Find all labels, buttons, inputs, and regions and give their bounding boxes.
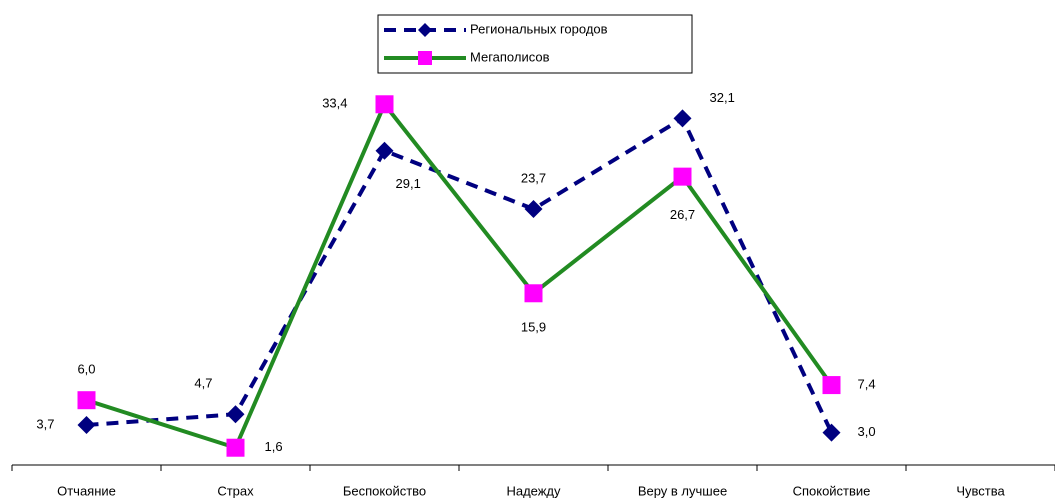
x-tick-label: Отчаяние: [57, 483, 116, 498]
data-label: 33,4: [322, 96, 347, 111]
series-line: [86, 115, 834, 434]
series-line: [85, 100, 834, 451]
data-label: 1,6: [265, 439, 283, 454]
marker: [822, 423, 841, 442]
marker: [77, 416, 96, 435]
data-label: 23,7: [521, 170, 546, 185]
data-label: 26,7: [670, 207, 695, 222]
marker: [77, 391, 96, 410]
x-tick-label: Чувства: [956, 483, 1005, 498]
legend-marker: [418, 51, 432, 65]
x-tick-label: Веру в лучшее: [638, 483, 727, 498]
x-tick-label: Спокойствие: [793, 483, 871, 498]
data-label: 7,4: [858, 377, 876, 392]
x-tick-label: Страх: [217, 483, 254, 498]
data-label: 3,7: [36, 416, 54, 431]
data-label: 29,1: [396, 176, 421, 191]
x-tick-label: Беспокойство: [343, 483, 426, 498]
legend-label: Региональных городов: [470, 21, 608, 36]
marker: [524, 284, 543, 303]
legend-label: Мегаполисов: [470, 49, 550, 64]
data-label: 3,0: [858, 424, 876, 439]
marker: [524, 200, 543, 219]
marker: [226, 438, 245, 457]
legend-marker: [418, 23, 432, 37]
data-label: 6,0: [77, 362, 95, 377]
marker: [822, 376, 841, 395]
marker: [226, 405, 245, 424]
data-label: 4,7: [194, 376, 212, 391]
x-tick-label: Надежду: [506, 483, 561, 498]
marker: [375, 95, 394, 114]
data-label: 32,1: [710, 90, 735, 105]
marker: [673, 167, 692, 186]
marker: [673, 109, 692, 128]
data-label: 15,9: [521, 320, 546, 335]
marker: [375, 141, 394, 160]
